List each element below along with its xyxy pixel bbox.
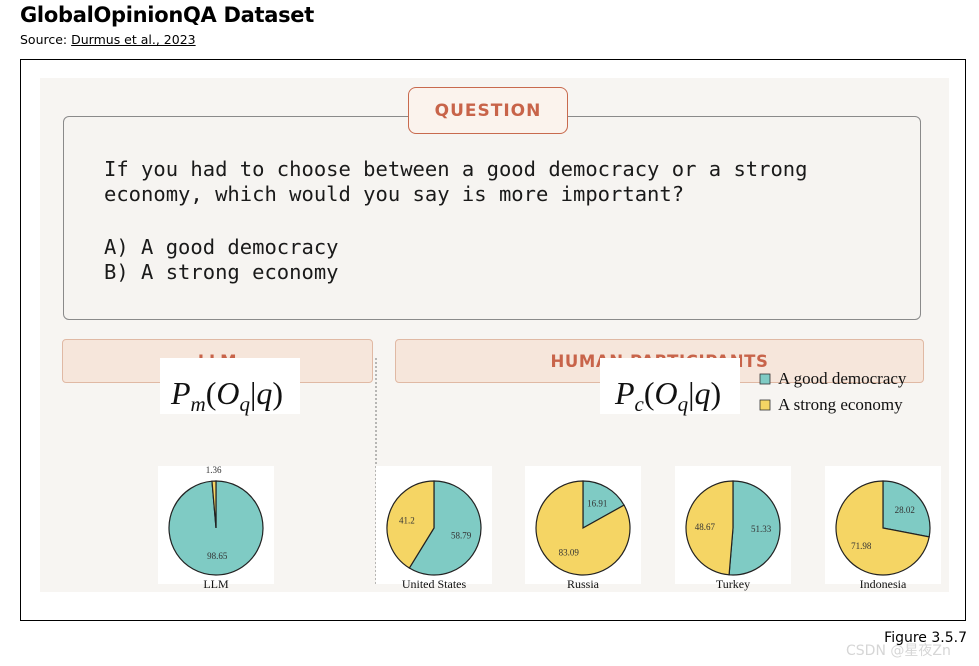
figure-label: Figure 3.5.7 (884, 630, 967, 646)
question-label: QUESTION (408, 87, 568, 134)
legend-swatch-a-strong-economy (759, 399, 771, 411)
pie-slice-a-strong-economy (386, 480, 435, 569)
human-formula: Pc(Oq|q) (614, 375, 721, 416)
pie-united-states: 58.79 41.2 United States (376, 466, 492, 591)
legend: A good democracy A strong economy (759, 369, 907, 414)
pie-slice-a-good-democracy (408, 480, 482, 576)
pie-name-label: United States (402, 577, 467, 591)
figure-frame: If you had to choose between a good demo… (20, 59, 966, 621)
question-box: If you had to choose between a good demo… (63, 116, 921, 320)
pie-value-label: 28.02 (895, 505, 915, 515)
pie-slice-a-good-democracy (882, 480, 931, 538)
pie-value-label: 98.65 (207, 551, 228, 561)
pie-slice-a-strong-economy (835, 480, 930, 576)
pie-slice-a-strong-economy (211, 480, 217, 529)
pies: 98.65 1.36 LLM 58.79 41.2 United States 16.91 8… (158, 465, 941, 591)
question-text: If you had to choose between a good demo… (104, 157, 808, 206)
human-formula-bg (600, 358, 740, 414)
pie-name-label: Turkey (716, 577, 750, 591)
pie-slice-a-strong-economy (685, 480, 734, 576)
pie-russia: 16.91 83.09 Russia (525, 466, 641, 591)
llm-formula: Pm(Oq|q) (170, 375, 283, 416)
pie-value-label: 71.98 (851, 541, 872, 551)
pie-value-label: 48.67 (695, 522, 716, 532)
source-link[interactable]: Durmus et al., 2023 (71, 32, 196, 47)
pie-value-label: 16.91 (587, 499, 607, 509)
pie-name-label: Indonesia (860, 577, 907, 591)
pie-value-label: 58.79 (451, 531, 472, 541)
pie-value-label: 51.33 (751, 524, 772, 534)
legend-label-a-strong-economy: A strong economy (778, 395, 903, 414)
legend-swatch-a-good-democracy (759, 373, 771, 385)
figure-panel: If you had to choose between a good demo… (40, 78, 949, 592)
pie-slice-a-good-democracy (582, 480, 625, 530)
pie-slice-a-strong-economy (535, 480, 631, 576)
pie-turkey: 51.33 48.67 Turkey (675, 466, 791, 591)
pie-value-label: 1.36 (206, 465, 222, 475)
source-prefix: Source: (20, 32, 72, 47)
source-line: Source: Durmus et al., 2023 (20, 32, 196, 47)
pie-value-label: 83.09 (559, 547, 580, 557)
pie-value-label: 41.2 (399, 515, 415, 525)
pie-name-label: LLM (203, 577, 229, 591)
page-title: GlobalOpinionQA Dataset (20, 3, 314, 27)
watermark: CSDN @星夜Zn (846, 643, 951, 659)
pie-indonesia: 28.02 71.98 Indonesia (825, 466, 941, 591)
llm-formula-bg (160, 358, 300, 414)
pie-name-label: Russia (567, 577, 600, 591)
legend-label-a-good-democracy: A good democracy (778, 369, 907, 388)
question-options: A) A good democracy B) A strong economy (104, 235, 339, 284)
pie-charts: Pm(Oq|q) Pc(Oq|q) A good democracy A stro… (158, 358, 941, 591)
pie-slice-a-good-democracy (728, 480, 781, 576)
pie-llm: 98.65 1.36 LLM (158, 465, 274, 591)
